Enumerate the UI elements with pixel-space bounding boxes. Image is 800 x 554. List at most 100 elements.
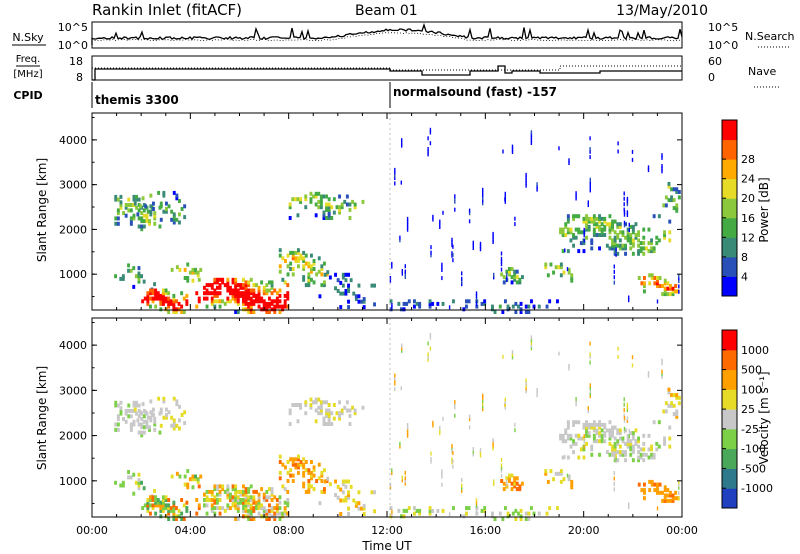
colorbar-tick-label: 12 <box>741 231 755 244</box>
velocity-pixel <box>247 500 251 505</box>
power-pixel <box>501 310 505 314</box>
power-pixel <box>247 288 251 293</box>
power-pixel <box>127 208 131 213</box>
power-pixel <box>637 230 640 235</box>
velocity-pixel <box>406 428 409 433</box>
velocity-pixel <box>283 506 287 511</box>
power-pixel <box>663 286 667 291</box>
power-pixel <box>244 288 248 293</box>
power-pixel <box>210 296 214 301</box>
power-pixel <box>319 205 323 210</box>
velocity-pixel <box>330 411 334 416</box>
velocity-pixel <box>631 450 635 455</box>
power-pixel <box>164 291 168 296</box>
power-pixel <box>140 274 143 279</box>
power-pixel <box>595 216 599 221</box>
power-pixel <box>441 262 443 267</box>
velocity-pixel <box>262 498 266 502</box>
power-pixel <box>613 246 617 251</box>
velocity-pixel <box>357 506 361 511</box>
power-pixel <box>559 262 563 267</box>
velocity-pixel <box>579 436 583 441</box>
velocity-pixel <box>648 479 652 484</box>
power-pixel <box>351 199 354 204</box>
power-pixel <box>624 222 627 227</box>
velocity-pixel <box>519 508 523 513</box>
velocity-pixel <box>302 457 306 462</box>
velocity-pixel <box>172 514 176 519</box>
velocity-pixel <box>332 416 336 421</box>
velocity-pixel <box>180 413 184 417</box>
power-pixel <box>587 216 591 221</box>
velocity-pixel <box>629 431 633 436</box>
power-pixel <box>314 213 318 218</box>
power-pixel <box>327 197 331 202</box>
velocity-pixel <box>603 425 607 430</box>
power-pixel <box>310 269 313 274</box>
velocity-pixel <box>213 498 217 502</box>
velocity-pixel <box>327 411 331 416</box>
power-pixel <box>611 224 614 229</box>
freq-label: Freq. <box>16 54 41 65</box>
velocity-pixel <box>413 506 416 511</box>
power-pixel <box>325 207 328 212</box>
power-pixel <box>587 224 591 229</box>
power-pixel <box>210 291 214 296</box>
velocity-pixel <box>158 430 162 435</box>
velocity-pixel <box>587 406 589 411</box>
velocity-pixel <box>661 358 663 363</box>
power-pixel <box>574 235 578 240</box>
velocity-pixel <box>140 433 144 438</box>
velocity-pixel <box>353 411 357 416</box>
power-pixel <box>286 264 290 269</box>
power-pixel <box>312 280 316 285</box>
velocity-pixel <box>564 454 566 459</box>
power-pixel <box>492 234 494 239</box>
power-pixel <box>140 224 144 229</box>
velocity-pixel <box>613 487 615 492</box>
velocity-pixel <box>475 511 479 516</box>
velocity-pixel <box>229 495 232 500</box>
power-pixel <box>564 233 568 237</box>
power-pixel <box>514 222 516 227</box>
power-pixel <box>572 235 575 240</box>
velocity-pixel <box>226 506 230 511</box>
power-pixel <box>178 220 181 225</box>
power-pixel <box>159 293 163 298</box>
velocity-pixel <box>291 403 295 407</box>
power-pixel <box>492 237 494 242</box>
velocity-pixel <box>658 490 662 495</box>
velocity-pixel <box>327 419 331 424</box>
power-pixel <box>226 283 230 288</box>
power-pixel <box>583 238 585 243</box>
velocity-pixel <box>270 498 274 502</box>
power-pixel <box>252 291 256 296</box>
power-pixel <box>135 205 138 210</box>
power-pixel <box>394 176 396 180</box>
velocity-pixel <box>339 487 343 492</box>
velocity-pixel <box>439 425 441 430</box>
power-pixel <box>677 190 681 194</box>
power-pixel <box>320 264 324 269</box>
power-pixel <box>407 299 411 304</box>
velocity-pixel <box>302 470 306 475</box>
velocity-pixel <box>577 455 581 460</box>
velocity-pixel <box>631 431 635 436</box>
velocity-pixel <box>631 363 634 368</box>
velocity-pixel <box>506 511 510 516</box>
velocity-pixel <box>320 473 324 478</box>
power-pixel <box>642 227 646 232</box>
power-pixel <box>334 272 337 277</box>
power-pixel <box>159 201 163 206</box>
velocity-pixel <box>572 422 575 427</box>
velocity-pixel <box>418 511 422 516</box>
power-pixel <box>452 252 454 257</box>
power-pixel <box>585 216 588 221</box>
power-pixel <box>513 269 517 274</box>
velocity-pixel <box>561 439 565 444</box>
power-pixel <box>175 310 178 314</box>
velocity-pixel <box>567 474 571 479</box>
power-pixel <box>260 296 264 301</box>
power-pixel <box>611 246 614 251</box>
power-pixel <box>169 301 173 306</box>
